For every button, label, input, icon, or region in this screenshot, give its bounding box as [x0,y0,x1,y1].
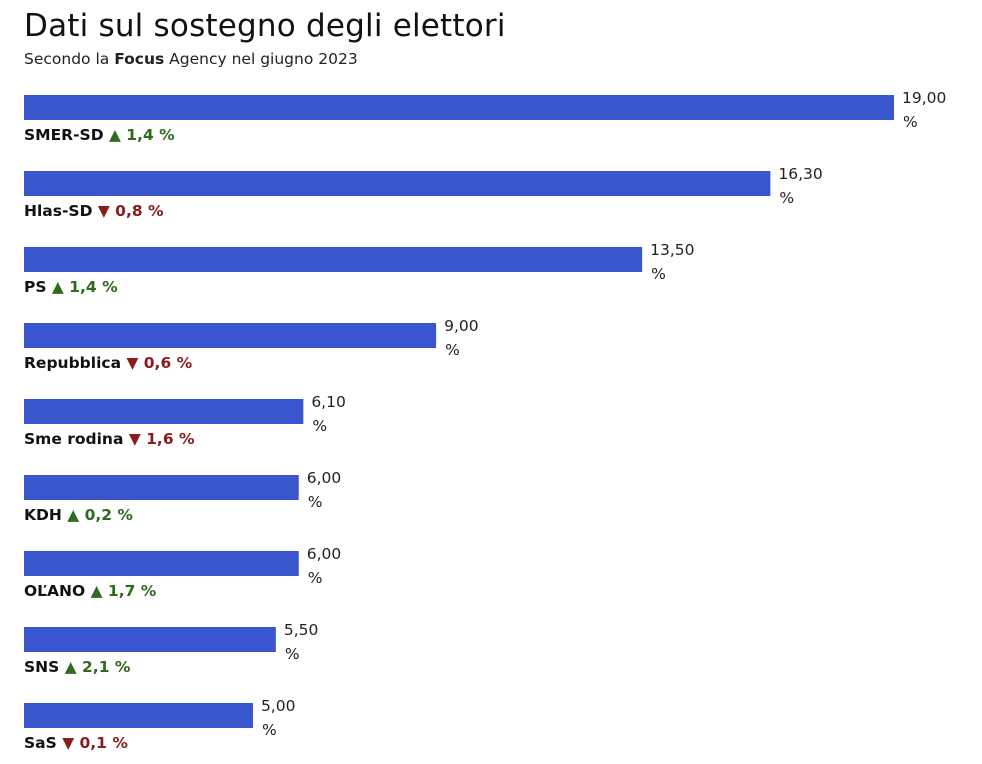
bar [24,475,299,500]
bar-row: 16,30% Hlas-SD ▼ 0,8 % [24,165,823,220]
value-unit: % [308,569,323,587]
bar [24,247,643,272]
bar [24,703,253,728]
value-label: 9,00 [444,317,479,335]
party-label: Sme rodina ▼ 1,6 % [24,430,195,448]
party-name: SaS [24,734,62,752]
party-name: SNS [24,658,65,676]
bar [24,323,437,348]
bar-row: 6,00% OĽANO ▲ 1,7 % [24,545,341,600]
subtitle-agency: Focus [114,50,165,68]
bar-row: 6,10% Sme rodina ▼ 1,6 % [24,393,346,448]
party-name: Hlas-SD [24,202,98,220]
party-name: PS [24,278,52,296]
party-name: Repubblica [24,354,126,372]
party-label: Repubblica ▼ 0,6 % [24,354,193,372]
party-label: Hlas-SD ▼ 0,8 % [24,202,164,220]
value-label: 13,50 [650,241,694,259]
value-unit: % [285,645,300,663]
party-name: Sme rodina [24,430,129,448]
value-unit: % [651,265,666,283]
value-label: 16,30 [778,165,822,183]
party-label: SaS ▼ 0,1 % [24,734,128,752]
bar [24,399,304,424]
value-unit: % [903,113,918,131]
change-down-indicator: ▼ 1,6 % [129,430,195,448]
party-label: OĽANO ▲ 1,7 % [24,582,157,600]
party-name: KDH [24,506,67,524]
bar-row: 5,50% SNS ▲ 2,1 % [24,621,318,676]
value-label: 6,10 [311,393,346,411]
bar-row: 5,00% SaS ▼ 0,1 % [24,697,295,752]
bar [24,95,894,120]
bar-row: 9,00% Repubblica ▼ 0,6 % [24,317,479,372]
party-label: SMER-SD ▲ 1,4 % [24,126,175,144]
value-unit: % [445,341,460,359]
party-name: SMER-SD [24,126,109,144]
party-label: PS ▲ 1,4 % [24,278,118,296]
chart-subtitle: Secondo la Focus Agency nel giugno 2023 [24,50,358,68]
party-name: OĽANO [24,582,91,600]
value-label: 19,00 [902,89,946,107]
change-up-indicator: ▲ 0,2 % [67,506,133,524]
bar-row: 6,00% KDH ▲ 0,2 % [24,469,341,524]
bar [24,171,771,196]
subtitle-suffix: Agency nel giugno 2023 [164,50,358,68]
value-unit: % [308,493,323,511]
bar-row: 19,00% SMER-SD ▲ 1,4 % [24,89,946,144]
change-up-indicator: ▲ 1,4 % [109,126,175,144]
change-up-indicator: ▲ 2,1 % [65,658,131,676]
change-up-indicator: ▲ 1,7 % [91,582,157,600]
bar [24,551,299,576]
value-label: 5,00 [261,697,296,715]
change-down-indicator: ▼ 0,1 % [62,734,128,752]
change-up-indicator: ▲ 1,4 % [52,278,118,296]
change-down-indicator: ▼ 0,8 % [98,202,164,220]
subtitle-prefix: Secondo la [24,50,115,68]
change-down-indicator: ▼ 0,6 % [126,354,192,372]
bar-row: 13,50% PS ▲ 1,4 % [24,241,695,296]
value-label: 6,00 [307,545,342,563]
bar [24,627,276,652]
value-label: 5,50 [284,621,319,639]
party-label: KDH ▲ 0,2 % [24,506,133,524]
value-label: 6,00 [307,469,342,487]
value-unit: % [262,721,277,739]
chart-title: Dati sul sostegno degli elettori [24,8,506,44]
party-label: SNS ▲ 2,1 % [24,658,131,676]
value-unit: % [312,417,327,435]
value-unit: % [779,189,794,207]
